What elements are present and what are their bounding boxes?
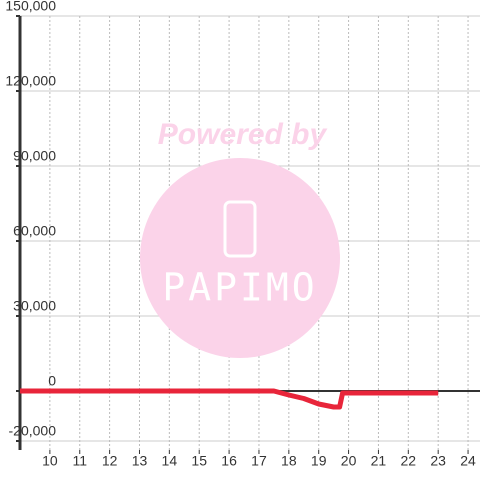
watermark-text: Powered by <box>158 118 328 151</box>
y-tick-label: 60,000 <box>13 223 56 239</box>
x-tick-label: 19 <box>311 453 327 469</box>
x-tick-label: 20 <box>341 453 357 469</box>
x-tick-label: 17 <box>251 453 267 469</box>
x-tick-label: 15 <box>191 453 207 469</box>
y-tick-label: 30,000 <box>13 298 56 314</box>
x-tick-label: 23 <box>430 453 446 469</box>
x-tick-label: 10 <box>42 453 58 469</box>
x-tick-label: 12 <box>102 453 118 469</box>
y-tick-label: 90,000 <box>13 148 56 164</box>
x-tick-label: 21 <box>371 453 387 469</box>
x-tick-label: 22 <box>401 453 417 469</box>
watermark: Powered by PAPIMO <box>140 118 340 358</box>
watermark-circle <box>140 158 340 358</box>
watermark-icon <box>223 200 257 258</box>
y-tick-label: -20,000 <box>9 423 57 439</box>
x-tick-label: 24 <box>460 453 476 469</box>
x-tick-label: 13 <box>132 453 148 469</box>
y-tick-label: 0 <box>48 373 56 389</box>
x-tick-label: 14 <box>162 453 178 469</box>
x-tick-label: 16 <box>221 453 237 469</box>
x-tick-label: 11 <box>72 453 87 469</box>
y-tick-label: 150,000 <box>5 0 56 14</box>
x-tick-label: 18 <box>281 453 297 469</box>
watermark-logo: PAPIMO <box>162 266 317 310</box>
y-tick-label: 120,000 <box>5 73 56 89</box>
series-line <box>20 388 439 410</box>
